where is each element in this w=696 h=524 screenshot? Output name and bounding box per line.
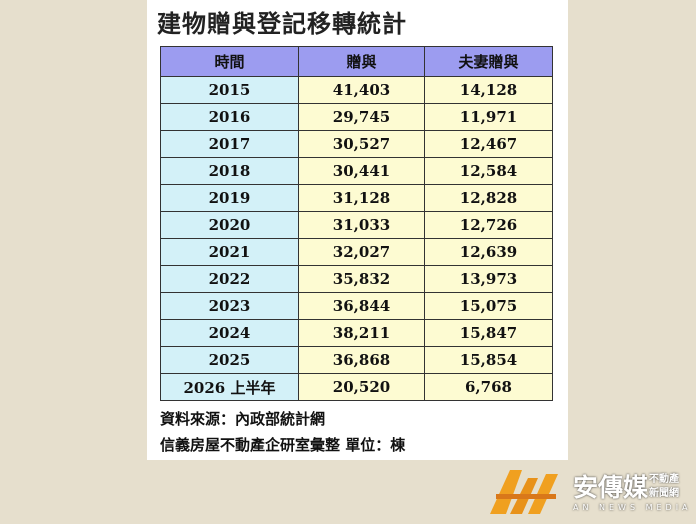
logo-tag: 不動產 bbox=[649, 474, 679, 485]
table-row: 2021 32,027 12,639 bbox=[160, 238, 553, 266]
table-cell: 2019 bbox=[160, 184, 299, 212]
table-cell: 2021 bbox=[160, 238, 299, 266]
table-cell: 36,868 bbox=[298, 346, 425, 374]
table-cell: 12,639 bbox=[424, 238, 553, 266]
logo: 安傳媒 不動產 新聞網 AN NEWS MEDIA bbox=[488, 466, 693, 520]
table-cell: 2025 bbox=[160, 346, 299, 374]
table-row: 2017 30,527 12,467 bbox=[160, 130, 553, 158]
table-cell: 2018 bbox=[160, 157, 299, 185]
table-cell: 13,973 bbox=[424, 265, 553, 293]
logo-tag: 新聞網 bbox=[649, 488, 679, 499]
table-cell: 30,527 bbox=[298, 130, 425, 158]
source-note: 資料來源：內政部統計網 bbox=[160, 410, 326, 428]
table-body: 2015 41,403 14,128 2016 29,745 11,971 2017 30,5… bbox=[160, 76, 553, 401]
table-cell: 38,211 bbox=[298, 319, 425, 347]
table-row: 2024 38,211 15,847 bbox=[160, 319, 553, 347]
table-cell: 15,854 bbox=[424, 346, 553, 374]
logo-english: AN NEWS MEDIA bbox=[573, 503, 692, 512]
table-cell: 12,584 bbox=[424, 157, 553, 185]
table-cell: 2015 bbox=[160, 76, 299, 104]
column-header: 時間 bbox=[160, 46, 299, 77]
table-cell: 2023 bbox=[160, 292, 299, 320]
table-row: 2020 31,033 12,726 bbox=[160, 211, 553, 239]
table-cell: 31,128 bbox=[298, 184, 425, 212]
table-cell: 11,971 bbox=[424, 103, 553, 131]
table-cell: 15,075 bbox=[424, 292, 553, 320]
table-cell: 2022 bbox=[160, 265, 299, 293]
table-cell: 6,768 bbox=[424, 373, 553, 401]
table-row: 2015 41,403 14,128 bbox=[160, 76, 553, 104]
title: 建物贈與登記移轉統計 bbox=[157, 10, 407, 38]
table-cell: 12,726 bbox=[424, 211, 553, 239]
table-cell: 2020 bbox=[160, 211, 299, 239]
logo-name: 安傳媒 bbox=[573, 473, 649, 502]
table-cell: 31,033 bbox=[298, 211, 425, 239]
table-cell: 12,467 bbox=[424, 130, 553, 158]
table-row: 2023 36,844 15,075 bbox=[160, 292, 553, 320]
header-row: 時間 贈與 夫妻贈與 bbox=[160, 46, 553, 77]
table-cell: 20,520 bbox=[298, 373, 425, 401]
table-cell: 12,828 bbox=[424, 184, 553, 212]
column-header: 夫妻贈與 bbox=[424, 46, 553, 77]
table-cell: 29,745 bbox=[298, 103, 425, 131]
table-row: 2016 29,745 11,971 bbox=[160, 103, 553, 131]
table-cell: 14,128 bbox=[424, 76, 553, 104]
table-row: 2022 35,832 13,973 bbox=[160, 265, 553, 293]
table-cell: 2016 bbox=[160, 103, 299, 131]
table-row: 2025 36,868 15,854 bbox=[160, 346, 553, 374]
table-cell: 30,441 bbox=[298, 157, 425, 185]
table-cell: 35,832 bbox=[298, 265, 425, 293]
compiler-note: 信義房屋不動產企研室彙整 單位：棟 bbox=[160, 436, 406, 454]
table-cell: 15,847 bbox=[424, 319, 553, 347]
table-row: 2019 31,128 12,828 bbox=[160, 184, 553, 212]
table-cell: 41,403 bbox=[298, 76, 425, 104]
logo-mark bbox=[490, 470, 558, 514]
table-cell: 36,844 bbox=[298, 292, 425, 320]
table-row: 2026 上半年 20,520 6,768 bbox=[160, 373, 553, 401]
column-header: 贈與 bbox=[298, 46, 425, 77]
table-row: 2018 30,441 12,584 bbox=[160, 157, 553, 185]
table-cell: 2024 bbox=[160, 319, 299, 347]
stats-table: 時間 贈與 夫妻贈與 2015 41,403 14,128 2016 29,745 11,97… bbox=[160, 46, 553, 401]
table-cell: 2026 上半年 bbox=[160, 373, 299, 401]
table-cell: 2017 bbox=[160, 130, 299, 158]
table-cell: 32,027 bbox=[298, 238, 425, 266]
